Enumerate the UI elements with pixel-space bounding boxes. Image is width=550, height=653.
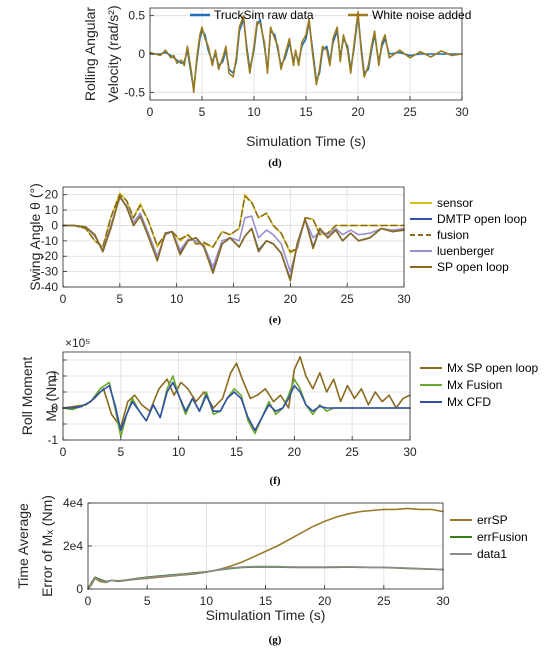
x-tick-label: 25 [377,594,391,608]
series-line-sp-open-loop [62,195,405,282]
series-line-mx-sp-open-loop [62,356,411,428]
panel-caption: (f) [270,475,281,487]
y-tick-label: -40 [41,280,59,294]
x-tick-label: 0 [147,105,154,119]
y-tick-label: 0 [138,47,145,61]
x-tick-label: 10 [200,594,214,608]
x-tick-label: 0 [60,445,67,459]
y-tick-label: -1 [47,433,58,447]
chart-panel-1 [62,186,432,288]
y-tick-label: 2e4 [63,539,83,553]
x-tick-label: 20 [351,105,365,119]
legend-label: DMTP open loop [437,212,527,226]
x-tick-label: 0 [60,292,67,306]
y-axis-label: Rolling Angular [82,7,98,102]
y-tick-label: 0 [51,218,58,232]
y-axis-label: Error of Mₓ (Nm) [39,495,55,597]
series-line-data1 [87,565,444,590]
y-axis-label: Swing Angle θ (°) [27,183,43,291]
panel-caption: (g) [269,634,282,646]
y-axis-label: Velocity (rad/s²) [105,5,121,102]
y-tick-label: 10 [45,203,59,217]
x-tick-label: 20 [318,594,332,608]
x-tick-label: 5 [116,292,123,306]
x-tick-label: 5 [144,594,151,608]
x-tick-label: 15 [299,105,313,119]
x-tick-label: 0 [85,594,92,608]
x-tick-label: 30 [455,105,469,119]
x-tick-label: 10 [247,105,261,119]
legend-label: errSP [477,513,508,527]
legend-label: luenberger [437,244,494,258]
series-line-mx-cfd [62,381,411,432]
chart-panel-2 [62,351,442,441]
y-tick-label: 4e4 [63,496,83,510]
legend-label: Mx Fusion [447,378,502,392]
x-tick-label: 15 [259,594,273,608]
x-tick-label: 25 [403,105,417,119]
y-axis-label: Time Average [15,503,31,589]
y-tick-label: 20 [45,188,59,202]
legend-label: fusion [437,228,469,242]
legend-label: data1 [477,547,507,561]
panel-caption: (d) [268,157,282,169]
y-tick-label: -20 [41,249,59,263]
y-tick-label: 0 [51,401,58,415]
y-tick-label: 1 [51,369,58,383]
y-axis-label: Mₓ (Nm) [43,370,59,421]
x-tick-label: 25 [340,292,354,306]
x-tick-label: 30 [436,594,450,608]
legend-label: Mx SP open loop [447,361,538,375]
legend-label: SP open loop [437,260,509,274]
series-line-fusion [62,193,405,253]
x-tick-label: 25 [345,445,359,459]
x-axis-label: Simulation Time (s) [206,607,326,623]
panel-caption: (e) [269,314,282,326]
y-tick-label: -0.5 [124,85,145,99]
legend-label: Mx CFD [447,395,491,409]
y-axis-label: Roll Moment [19,357,35,436]
y-axis-multiplier: ×10⁵ [65,336,90,350]
x-tick-label: 5 [117,445,124,459]
x-tick-label: 10 [170,292,184,306]
y-tick-label: -10 [41,234,59,248]
x-tick-label: 15 [230,445,244,459]
legend-label: TruckSim raw data [214,8,314,22]
x-axis-label: Simulation Time (s) [246,133,366,149]
y-tick-label: 0 [76,582,83,596]
legend-label: errFusion [477,530,528,544]
chart-panel-3 [87,502,472,590]
x-tick-label: 20 [284,292,298,306]
x-tick-label: 5 [199,105,206,119]
legend-label: sensor [437,196,473,210]
x-tick-label: 10 [172,445,186,459]
y-tick-label: 0.5 [128,9,145,23]
y-tick-label: -30 [41,265,59,279]
chart-panel-0 [149,7,463,101]
x-tick-label: 20 [288,445,302,459]
legend-label: White noise added [372,8,471,22]
x-tick-label: 30 [397,292,411,306]
x-tick-label: 15 [227,292,241,306]
series-line-white-noise-added [149,11,463,94]
x-tick-label: 30 [403,445,417,459]
